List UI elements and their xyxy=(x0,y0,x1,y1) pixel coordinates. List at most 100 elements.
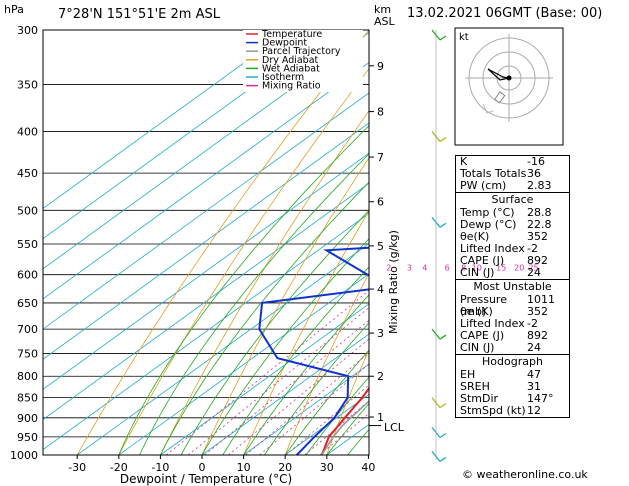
km-tick-label: 9 xyxy=(377,60,384,73)
index-value: -2 xyxy=(527,242,538,255)
isotherm-line xyxy=(201,333,369,455)
index-row: Temp (°C) 28.8 xyxy=(456,207,569,219)
index-value: -2 xyxy=(527,317,538,330)
index-label: Lifted Index xyxy=(460,242,525,255)
index-value: 352 xyxy=(527,230,548,243)
legend-entry: Parcel Trajectory xyxy=(262,46,341,57)
hodograph: kt xyxy=(454,27,564,146)
km-tick-label: 5 xyxy=(377,240,384,253)
dry-adiabat-line xyxy=(76,30,369,455)
x-tick-label: 30 xyxy=(320,461,334,474)
dry-adiabat-line xyxy=(576,30,629,455)
pressure-tick-label: 800 xyxy=(17,370,38,383)
wet-adiabat-line xyxy=(180,209,369,455)
indices-table: K -16 Totals Totals 36 PW (cm) 2.83 Surface Tem… xyxy=(455,155,570,418)
wind-barb-flag xyxy=(439,432,447,439)
wet-adiabat-line xyxy=(264,322,369,455)
mixing-ratio-line xyxy=(188,307,369,455)
timestamp: 13.02.2021 06GMT (Base: 00) xyxy=(407,6,603,21)
index-label: θe(K) xyxy=(460,230,490,243)
pressure-tick-label: 500 xyxy=(17,204,38,217)
wind-barb-flag xyxy=(439,334,447,340)
isotherm-line xyxy=(43,30,290,209)
legend-entry: Dry Adiabat xyxy=(262,55,319,66)
wind-barb-flag xyxy=(439,35,447,41)
pressure-tick-label: 400 xyxy=(17,126,38,139)
pressure-tick-label: 700 xyxy=(17,323,38,336)
mixing-ratio-line xyxy=(245,352,369,455)
height-unit-km: km xyxy=(374,3,391,16)
wet-adiabat-line xyxy=(326,402,369,455)
km-tick-label: 8 xyxy=(377,106,384,119)
mixing-ratio-line xyxy=(204,319,369,455)
index-label: SREH xyxy=(460,380,490,393)
index-row: EH 47 xyxy=(456,369,569,381)
chart-title: 7°28'N 151°51'E 2m ASL xyxy=(58,7,221,22)
index-label: StmDir xyxy=(460,392,499,405)
wind-barbs xyxy=(431,29,447,462)
pressure-tick-label: 900 xyxy=(17,412,38,425)
chart-grid xyxy=(43,30,629,455)
legend-entry: Mixing Ratio xyxy=(262,81,321,92)
index-value: 1011 xyxy=(527,293,555,306)
km-tick-label: 4 xyxy=(377,283,384,296)
isotherm-line xyxy=(43,32,369,270)
wet-adiabat-line xyxy=(201,238,369,455)
index-value: 24 xyxy=(527,266,541,279)
index-row: K -16 xyxy=(456,156,569,168)
sounding-profiles xyxy=(258,246,369,455)
mixing-ratio-label: 10 xyxy=(472,264,482,273)
x-tick-label: 20 xyxy=(278,461,292,474)
index-label: StmSpd (kt) xyxy=(460,404,526,417)
hodograph-center xyxy=(506,75,512,81)
index-row: CAPE (J) 892 xyxy=(456,255,569,267)
isotherm-line xyxy=(43,62,369,300)
index-row: CIN (J) 24 xyxy=(456,267,569,279)
index-row: SREH 31 xyxy=(456,381,569,393)
index-value: 892 xyxy=(527,254,548,267)
index-row: CAPE (J) 892 xyxy=(456,330,569,342)
index-label: CAPE (J) xyxy=(460,254,505,267)
dry-adiabat-line xyxy=(326,348,369,455)
index-row: StmSpd (kt) 12 xyxy=(456,405,569,417)
dewpoint-profile xyxy=(258,246,369,455)
index-label: PW (cm) xyxy=(460,179,507,192)
x-tick-label: 0 xyxy=(199,461,206,474)
wind-barb-flag xyxy=(439,222,447,228)
index-label: CIN (J) xyxy=(460,266,495,279)
index-value: 352 xyxy=(527,305,548,318)
hodograph-trace xyxy=(487,68,510,81)
index-section-title: Most Unstable xyxy=(456,279,569,294)
wet-adiabat-line xyxy=(222,266,369,455)
mixing-ratio-axis-label: Mixing Ratio (g/kg) xyxy=(387,230,400,334)
lcl-label: LCL xyxy=(384,421,405,434)
index-value: 31 xyxy=(527,380,541,393)
index-label: K xyxy=(460,155,468,168)
isotherm-line xyxy=(43,30,332,240)
index-row: PW (cm) 2.83 xyxy=(456,180,569,192)
dry-adiabat-line xyxy=(243,210,369,455)
dry-adiabat-line xyxy=(160,110,369,455)
km-tick-label: 2 xyxy=(377,370,384,383)
dry-adiabat-line xyxy=(618,30,629,455)
mixing-ratio-label: 15 xyxy=(496,264,506,273)
mixing-ratio-labels: 2 3 4 6 8 10 15 20 25 xyxy=(386,264,539,273)
index-row: Pressure (mb) 1011 xyxy=(456,293,569,318)
index-value: 892 xyxy=(527,329,548,342)
isotherm-line xyxy=(43,122,369,360)
legend-entry: Temperature xyxy=(261,29,322,40)
height-unit-asl: ASL xyxy=(374,15,396,28)
pressure-tick-label: 300 xyxy=(17,24,38,37)
parcel-trajectory-profile xyxy=(321,399,369,455)
index-label: Temp (°C) xyxy=(460,206,515,219)
temperature-profile xyxy=(320,386,369,455)
index-value: 12 xyxy=(527,404,541,417)
mixing-ratio-line xyxy=(166,290,369,455)
mixing-ratio-line xyxy=(319,412,369,455)
index-section-title: Surface xyxy=(456,192,569,207)
index-section-title: Hodograph xyxy=(456,354,569,369)
pressure-tick-label: 350 xyxy=(17,78,38,91)
index-row: CIN (J) 24 xyxy=(456,342,569,354)
dry-adiabat-line xyxy=(118,67,369,455)
